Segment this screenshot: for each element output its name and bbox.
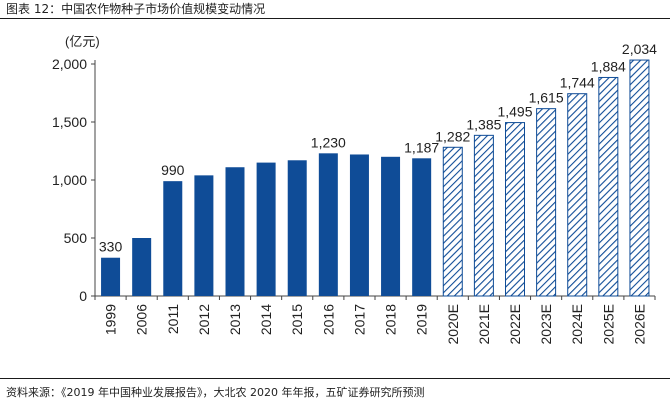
data-label: 1,282 — [435, 128, 470, 144]
x-tick-label: 2023E — [538, 304, 554, 344]
actual-bar — [194, 175, 214, 296]
actual-bar — [287, 160, 307, 296]
axes: (亿元) 0 500 1,000 1,500 2,000 1999 2006 2011 2012 2… — [52, 34, 656, 344]
y-tick-label: 2,000 — [52, 56, 87, 72]
forecast-bar — [505, 122, 525, 297]
data-label: 1,230 — [311, 134, 346, 150]
x-tick-label: 2006 — [134, 304, 150, 335]
data-label: 990 — [161, 162, 185, 178]
forecast-bar — [536, 108, 557, 297]
forecast-bar — [598, 76, 619, 297]
forecast-bar — [629, 59, 650, 297]
forecast-bar — [442, 146, 463, 297]
source-divider — [0, 378, 670, 379]
x-tick-label: 2020E — [445, 304, 461, 344]
forecast-bar — [567, 93, 588, 297]
data-label: 1,385 — [466, 116, 501, 132]
actual-bar — [349, 154, 369, 296]
actual-bar — [318, 153, 338, 296]
data-label: 1,744 — [560, 75, 595, 91]
actual-bar — [225, 167, 245, 296]
data-label: 330 — [99, 239, 123, 255]
x-tick-label: 2015 — [289, 304, 305, 335]
source-note: 资料来源：《2019 年中国种业发展报告》，大北农 2020 年年报，五矿证券研… — [6, 386, 425, 399]
y-tick-label: 0 — [79, 288, 87, 304]
x-tick-label: 2021E — [476, 304, 492, 344]
actual-bar — [256, 162, 276, 296]
x-tick-label: 2019 — [414, 304, 430, 335]
data-label: 1,615 — [529, 90, 564, 106]
actual-bar — [412, 158, 432, 296]
title-divider — [0, 18, 670, 19]
bars — [101, 59, 650, 297]
x-tick-label: 2013 — [227, 304, 243, 335]
x-tick-label: 1999 — [103, 304, 119, 335]
forecast-bar — [473, 134, 494, 297]
data-label: 1,495 — [497, 104, 532, 120]
y-tick-label: 1,000 — [52, 172, 87, 188]
actual-bar — [132, 238, 152, 296]
x-tick-label: 2024E — [569, 304, 585, 344]
bar-chart: (亿元) 0 500 1,000 1,500 2,000 1999 2006 2011 2012 2… — [52, 34, 657, 344]
x-tick-label: 2012 — [196, 304, 212, 335]
data-label: 2,034 — [622, 41, 657, 57]
x-tick-label: 2014 — [258, 304, 274, 335]
data-label: 1,187 — [404, 139, 439, 155]
x-tick-label: 2026E — [631, 304, 647, 344]
x-tick-label: 2016 — [320, 304, 336, 335]
x-tick-label: 2022E — [507, 304, 523, 344]
actual-bar — [163, 181, 183, 296]
data-label: 1,884 — [591, 58, 626, 74]
x-tick-label: 2011 — [165, 304, 181, 334]
y-tick-label: 500 — [64, 230, 88, 246]
figure-title: 图表 12：中国农作物种子市场价值规模变动情况 — [6, 2, 266, 16]
actual-bar — [381, 156, 401, 296]
x-tick-label: 2025E — [600, 304, 616, 344]
data-labels: 330 990 1,230 1,1871,2821,3851,4951,6151,74… — [99, 41, 657, 255]
y-unit-label: (亿元) — [65, 34, 100, 49]
actual-bar — [101, 257, 121, 296]
x-tick-label: 2017 — [351, 304, 367, 335]
x-tick-label: 2018 — [383, 304, 399, 335]
y-tick-label: 1,500 — [52, 114, 87, 130]
